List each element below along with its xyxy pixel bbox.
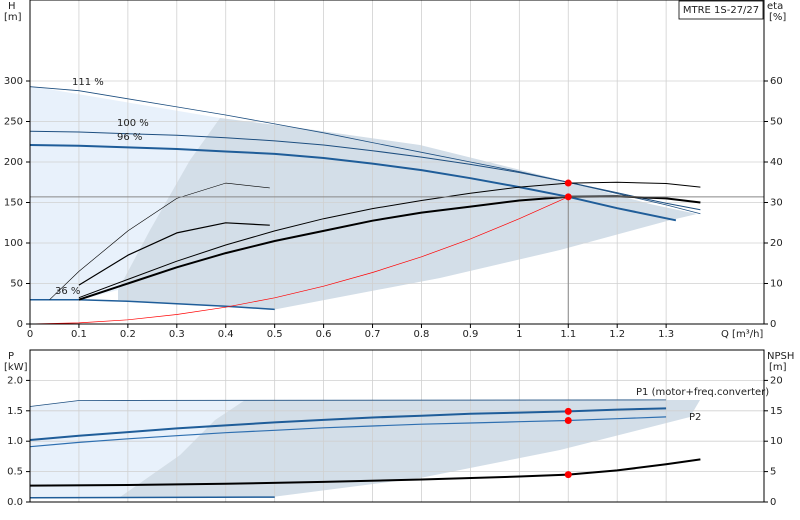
curve-label: 111 % — [72, 77, 104, 88]
y2-tick-label: 0 — [770, 497, 776, 508]
y-tick-label: 150 — [4, 198, 23, 209]
x-tick-label: 0.6 — [316, 329, 332, 340]
y-axis-label: [kW] — [4, 362, 28, 373]
x-tick-label: 0.9 — [462, 329, 478, 340]
curve — [29, 144, 677, 222]
duty-point — [564, 179, 572, 187]
y-axis-label: [m] — [4, 12, 22, 23]
title-box — [678, 0, 764, 20]
curve-label: P2 — [689, 412, 701, 423]
y-tick-label: 0.0 — [7, 497, 23, 508]
y-tick-label: 1.5 — [7, 406, 23, 417]
plot-frame — [29, 0, 765, 325]
curve — [29, 407, 667, 441]
y2-axis-label: [m] — [769, 362, 787, 373]
y-tick-label: 2.0 — [7, 375, 23, 386]
y-tick-label: 250 — [4, 117, 23, 128]
chart-title: MTRE 1S-27/27 — [683, 5, 759, 16]
curve — [29, 86, 701, 215]
y-tick-label: 200 — [4, 157, 23, 168]
y-tick-label: 50 — [10, 279, 23, 290]
curve — [29, 399, 667, 407]
x-tick-label: 0.1 — [71, 329, 87, 340]
y-tick-label: 100 — [4, 238, 23, 249]
curve-label: P1 (motor+freq.converter) — [636, 387, 769, 398]
curve — [29, 196, 569, 325]
curve-label: 96 % — [117, 132, 142, 143]
curve — [29, 496, 275, 499]
x-axis-label: Q [m³/h] — [721, 329, 763, 340]
y-axis-label: P — [8, 351, 14, 362]
y2-axis-label: eta — [767, 1, 783, 12]
y2-tick-label: 5 — [770, 467, 776, 478]
y2-tick-label: 30 — [770, 198, 783, 209]
curve — [29, 458, 701, 487]
x-tick-label: 1 — [516, 329, 522, 340]
curve — [78, 181, 701, 299]
x-tick-label: 0 — [27, 329, 33, 340]
light-area — [30, 86, 220, 300]
x-tick-label: 0.2 — [120, 329, 136, 340]
y-tick-label: 1.0 — [7, 436, 23, 447]
x-tick-label: 0.5 — [267, 329, 283, 340]
x-tick-label: 0.7 — [365, 329, 381, 340]
plot-frame — [29, 349, 765, 503]
light-area — [30, 400, 245, 497]
x-tick-label: 0.4 — [218, 329, 234, 340]
x-tick-label: 1.1 — [560, 329, 576, 340]
y2-tick-label: 60 — [770, 76, 783, 87]
y2-tick-label: 20 — [770, 238, 783, 249]
gray-area — [120, 400, 700, 497]
curve — [29, 130, 701, 211]
y2-tick-label: 20 — [770, 375, 783, 386]
y2-tick-label: 0 — [770, 319, 776, 330]
curve — [30, 298, 275, 311]
y-tick-label: 0 — [17, 319, 23, 330]
curve — [49, 182, 270, 300]
x-tick-label: 0.3 — [169, 329, 185, 340]
y2-tick-label: 50 — [770, 117, 783, 128]
curve-label: 36 % — [55, 286, 80, 297]
duty-point — [564, 407, 572, 415]
duty-point — [564, 471, 572, 479]
x-tick-label: 1.2 — [609, 329, 625, 340]
curve-label: 100 % — [117, 118, 149, 129]
x-tick-label: 0.8 — [414, 329, 430, 340]
y-tick-label: 300 — [4, 76, 23, 87]
y-tick-label: 0.5 — [7, 467, 23, 478]
y2-tick-label: 40 — [770, 157, 783, 168]
duty-point — [564, 193, 572, 201]
y2-tick-label: 10 — [770, 436, 783, 447]
y-axis-label: H — [8, 1, 16, 12]
y2-tick-label: 15 — [770, 406, 783, 417]
duty-point — [564, 417, 572, 425]
curve — [29, 416, 667, 448]
curve — [78, 222, 270, 286]
y2-axis-label: NPSH — [767, 351, 794, 362]
y2-tick-label: 10 — [770, 279, 783, 290]
x-tick-label: 1.3 — [658, 329, 674, 340]
y2-axis-label: [%] — [769, 12, 786, 23]
